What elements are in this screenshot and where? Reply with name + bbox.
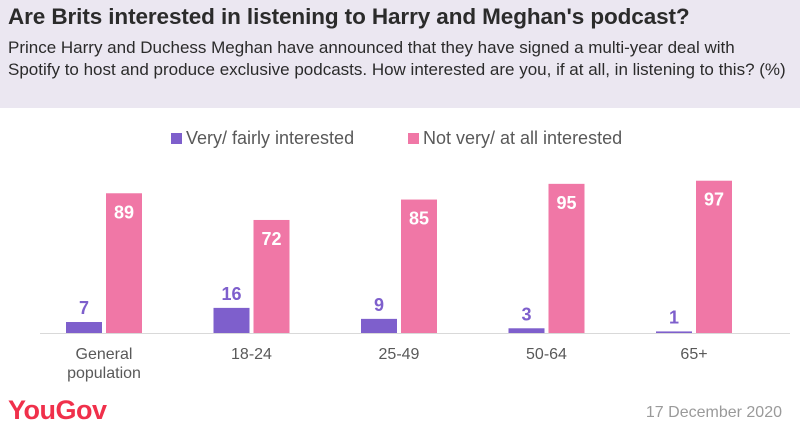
bar-interested-2: [361, 318, 397, 333]
publication-date: 17 December 2020: [645, 404, 782, 421]
bar-chart: 7 89 General population 16 72 18-24 9 85 25-49 3 95…: [40, 180, 790, 382]
chart-title: Are Brits interested in listening to Har…: [8, 4, 690, 29]
legend-item-not-interested: Not very/ at all interested: [408, 128, 622, 149]
bar-not-interested-3: [548, 183, 585, 333]
data-label-not-interested-0: 89: [114, 202, 134, 222]
bar-not-interested-4: [696, 180, 732, 333]
category-label-2: 25-49: [379, 346, 420, 363]
data-label-interested-2: 9: [374, 295, 384, 315]
category-label-0: General population: [67, 346, 141, 382]
legend-label-interested: Very/ fairly interested: [186, 128, 355, 148]
yougov-logo: YouGov: [8, 395, 107, 425]
data-label-interested-4: 1: [669, 307, 679, 327]
category-label-1: 18-24: [231, 346, 272, 363]
legend-label-not-interested: Not very/ at all interested: [423, 128, 623, 148]
bar-not-interested-2: [401, 199, 437, 333]
data-label-not-interested-1: 72: [261, 229, 281, 249]
bar-interested-1: [213, 307, 250, 333]
data-label-interested-3: 3: [521, 304, 531, 324]
bar-interested-4: [656, 331, 692, 333]
bar-not-interested-0: [106, 193, 142, 333]
chart-legend: Very/ fairly interested Not very/ at all…: [0, 128, 800, 152]
data-label-interested-1: 16: [221, 284, 241, 304]
data-label-not-interested-3: 95: [556, 193, 576, 213]
category-label-4: 65+: [680, 346, 707, 363]
legend-item-interested: Very/ fairly interested: [171, 128, 354, 149]
data-label-interested-0: 7: [79, 298, 89, 318]
data-label-not-interested-2: 85: [409, 209, 429, 229]
bar-not-interested-1: [253, 219, 290, 333]
bar-interested-0: [66, 322, 102, 333]
category-label-3: 50-64: [526, 346, 567, 363]
data-label-not-interested-4: 97: [704, 190, 724, 210]
legend-swatch-interested: [171, 133, 182, 144]
header-banner: Are Brits interested in listening to Har…: [0, 0, 800, 108]
legend-swatch-not-interested: [408, 133, 419, 144]
chart-subtitle: Prince Harry and Duchess Meghan have ann…: [8, 38, 786, 79]
bar-interested-3: [508, 328, 545, 333]
